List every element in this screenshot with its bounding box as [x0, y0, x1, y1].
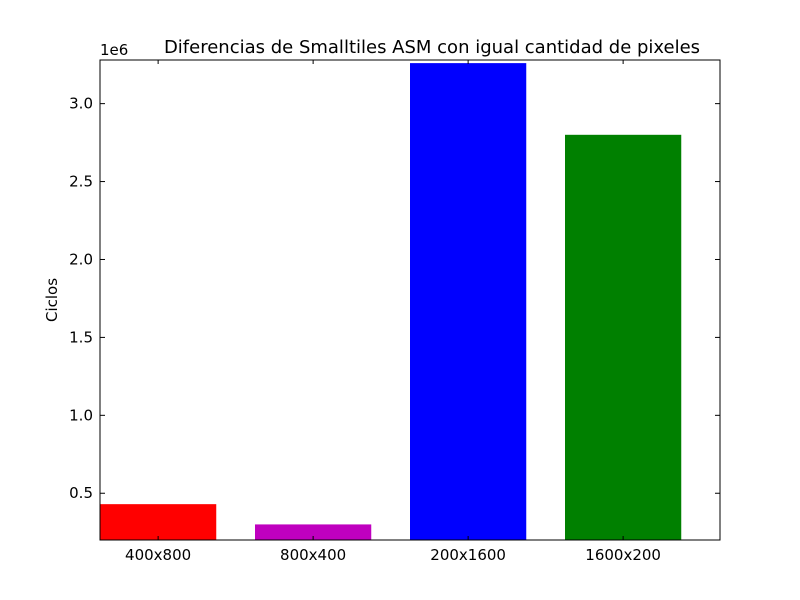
y-ticks-group: 0.5 1.0 1.5 2.0 2.5 3.0: [69, 95, 720, 502]
bar-1600x200: [565, 134, 682, 541]
x-tick-label: 800x400: [280, 546, 346, 564]
y-tick-label: 0.5: [69, 484, 93, 502]
y-tick-label: 2.5: [69, 173, 93, 191]
y-tick-label: 2.0: [69, 250, 93, 268]
y-tick-label: 3.0: [69, 95, 93, 113]
bar-400x800: [100, 504, 217, 540]
x-ticks-group: 400x800 800x400 200x1600 1600x200: [125, 60, 661, 564]
plot-frame: [99, 59, 721, 541]
x-tick-label: 1600x200: [585, 546, 661, 564]
x-tick-label: 400x800: [125, 546, 191, 564]
chart-title: Diferencias de Smalltiles ASM con igual …: [164, 37, 700, 58]
bar-800x400: [255, 524, 372, 540]
y-tick-label: 1.0: [69, 406, 93, 424]
y-tick-label: 1.5: [69, 328, 93, 346]
bars-group: [100, 63, 682, 541]
bar-200x1600: [410, 63, 527, 540]
y-axis-label: Ciclos: [43, 278, 61, 322]
x-tick-label: 200x1600: [430, 546, 506, 564]
y-axis-offset-label: 1e6: [100, 41, 128, 59]
